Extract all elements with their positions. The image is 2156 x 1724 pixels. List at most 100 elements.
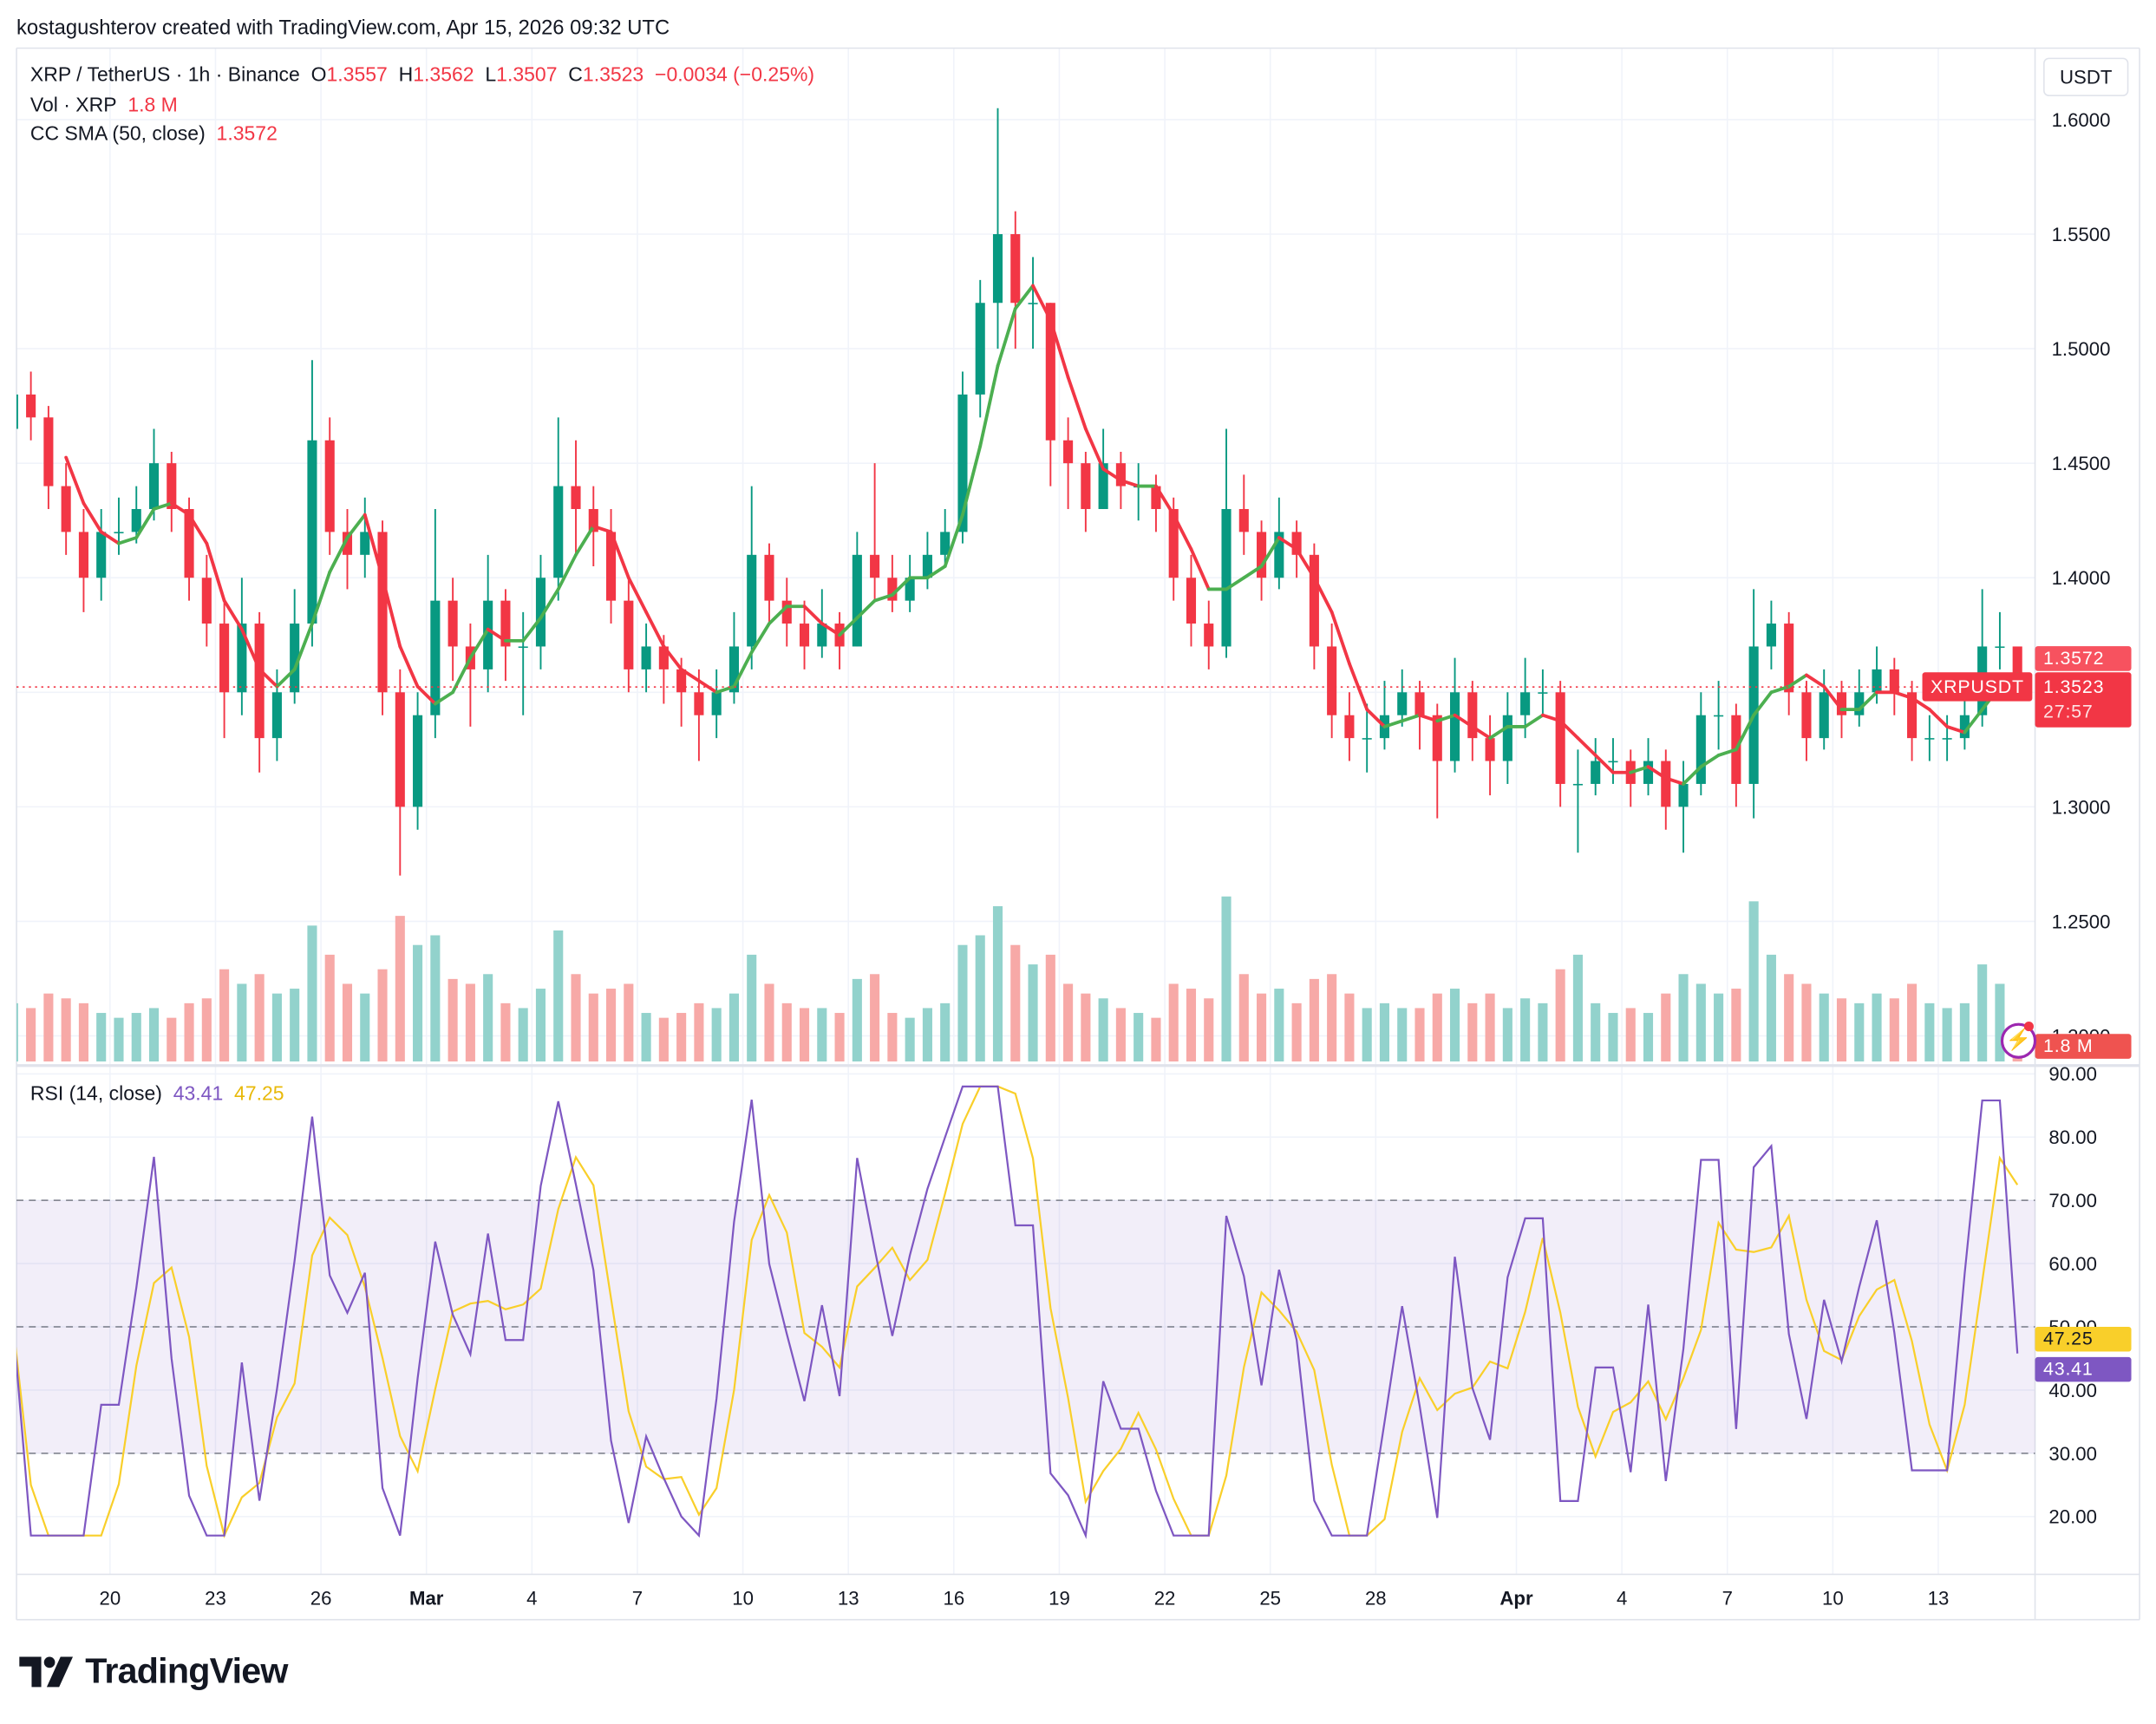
- sma-line-segment: [1646, 765, 1668, 780]
- sma-line-segment: [1523, 713, 1545, 728]
- sma-line-segment: [1348, 662, 1369, 712]
- candle-body: [1572, 783, 1583, 786]
- sma-line-segment: [1312, 576, 1334, 614]
- tradingview-logo-icon: [19, 1655, 74, 1687]
- sma-line-segment: [1453, 713, 1474, 728]
- date-tick-label: 10: [732, 1587, 754, 1609]
- volume-bar: [324, 954, 335, 1062]
- sma-line-segment: [222, 598, 244, 631]
- tradingview-logo[interactable]: TradingView: [19, 1649, 288, 1693]
- volume-bar: [518, 1008, 528, 1062]
- volume-bar: [1907, 983, 1918, 1062]
- candle-body: [1538, 692, 1548, 694]
- candle-body: [1081, 463, 1091, 509]
- sma-line-segment: [1963, 708, 1984, 735]
- volume-bar: [1274, 989, 1284, 1062]
- volume-bar: [1327, 974, 1337, 1062]
- volume-bar: [500, 1002, 511, 1062]
- volume-bar: [1221, 896, 1232, 1062]
- date-tick-label: Mar: [409, 1587, 444, 1609]
- candle-body: [1449, 692, 1460, 761]
- candle-body: [1204, 624, 1214, 647]
- volume-tag: 1.8 M: [2035, 1034, 2132, 1059]
- candle-body: [1397, 692, 1408, 715]
- sma-line-segment: [1734, 713, 1756, 752]
- volume-bar: [1995, 983, 2005, 1062]
- volume-bar: [1467, 1002, 1478, 1062]
- candle-body: [711, 692, 722, 715]
- price-tick-label: 1.4500: [2052, 453, 2111, 474]
- sma-line-segment: [521, 616, 543, 643]
- candle-body: [641, 646, 651, 669]
- rsi-label[interactable]: RSI (14, close): [29, 1083, 162, 1106]
- volume-bar: [606, 989, 617, 1062]
- volume-bar: [852, 978, 862, 1062]
- sma-line-segment: [99, 530, 121, 545]
- sma-line-segment: [1066, 375, 1088, 431]
- sma-line-segment: [152, 501, 173, 511]
- sma-line-segment: [1435, 713, 1457, 723]
- candle-body: [1257, 532, 1267, 578]
- sma-label[interactable]: CC SMA (50, close): [29, 123, 206, 147]
- sma-line-segment: [1787, 673, 1808, 689]
- rsi-tick-label: 90.00: [2048, 1063, 2097, 1085]
- volume-bar: [764, 983, 774, 1062]
- sma-line-segment: [715, 684, 736, 695]
- currency-selector[interactable]: USDT: [2043, 57, 2129, 96]
- sma-line-segment: [1119, 479, 1140, 488]
- candle-body: [1362, 738, 1372, 740]
- candle-body: [430, 600, 441, 715]
- candle-body: [1995, 646, 2005, 649]
- candle-body: [799, 624, 810, 647]
- volume-bar: [271, 993, 282, 1062]
- volume-bar: [307, 925, 317, 1062]
- volume-bar: [96, 1013, 107, 1062]
- sma-line-segment: [1910, 696, 1931, 712]
- sma-line-segment: [1330, 610, 1351, 666]
- candle-body: [201, 578, 212, 624]
- date-tick-label: 20: [99, 1587, 121, 1609]
- volume-bar: [781, 1002, 792, 1062]
- volume-bar: [571, 974, 581, 1062]
- date-tick-label: 25: [1259, 1587, 1281, 1609]
- rsi-legend: RSI (14, close) 43.41 47.25: [30, 1083, 284, 1105]
- candle-body: [1854, 692, 1865, 715]
- sma-line-segment: [134, 507, 156, 539]
- rsi-tick-label: 70.00: [2048, 1190, 2097, 1211]
- sma-line-segment: [732, 650, 754, 689]
- sma-line-segment: [1892, 690, 1914, 700]
- volume-value: 1.8 M: [127, 95, 178, 117]
- date-tick-label: Apr: [1499, 1587, 1533, 1609]
- candle-body: [307, 440, 317, 624]
- volume-bar: [799, 1008, 810, 1062]
- sma-line-segment: [574, 524, 596, 557]
- candle-body: [1520, 692, 1531, 715]
- sma-line-segment: [1031, 284, 1053, 322]
- sma-line-segment: [1593, 754, 1615, 774]
- candle-body: [1784, 624, 1794, 693]
- candle-body: [1045, 303, 1055, 441]
- volume-bar: [535, 989, 546, 1062]
- candle-body: [606, 532, 617, 601]
- high-value: 1.3562: [413, 64, 474, 87]
- symbol-name[interactable]: XRP / TetherUS · 1h · Binance: [29, 64, 300, 87]
- price-tick-label: 1.2500: [2052, 911, 2111, 932]
- sma-line-segment: [1945, 725, 1967, 735]
- volume-bar: [1098, 998, 1108, 1062]
- candle-body: [852, 554, 862, 647]
- candle-body: [1907, 692, 1918, 739]
- candle-body: [131, 508, 141, 532]
- candle-body: [1591, 761, 1601, 784]
- rsi-tick-label: 30.00: [2048, 1443, 2097, 1465]
- sma-line-segment: [644, 610, 666, 649]
- date-tick-label: 19: [1049, 1587, 1070, 1609]
- volume-label[interactable]: Vol · XRP: [29, 95, 117, 117]
- candle-body: [2012, 646, 2022, 688]
- volume-bar: [1309, 978, 1319, 1062]
- volume-bar: [430, 935, 441, 1062]
- logo-text: TradingView: [85, 1649, 288, 1692]
- volume-bar: [1502, 1008, 1512, 1062]
- volume-bar: [1819, 993, 1829, 1062]
